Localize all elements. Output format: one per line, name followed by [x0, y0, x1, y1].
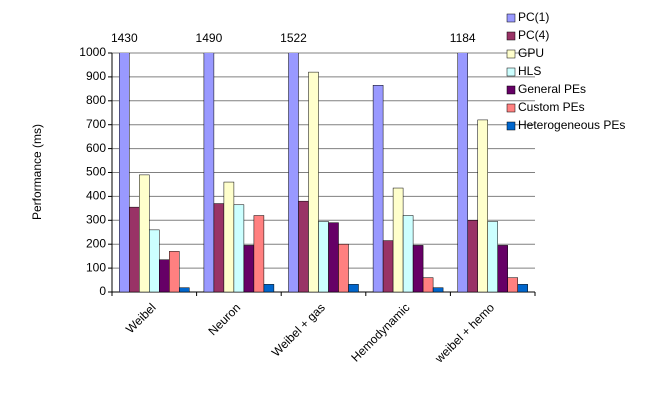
- bar: [263, 284, 275, 293]
- legend-label: HLS: [518, 64, 541, 78]
- legend-label: General PEs: [518, 82, 586, 96]
- bar: [392, 187, 404, 293]
- legend-swatch: [506, 121, 516, 131]
- bar: [213, 203, 225, 293]
- data-label: 1522: [280, 31, 307, 45]
- bar: [288, 53, 299, 293]
- y-axis-label: Performance (ms): [30, 124, 44, 220]
- bar: [243, 245, 255, 293]
- bar: [233, 204, 245, 293]
- bar: [497, 245, 508, 293]
- data-label: 1430: [111, 31, 138, 45]
- bar: [517, 284, 528, 293]
- y-tick-label: 0: [99, 284, 106, 298]
- bar: [487, 221, 498, 293]
- bar: [149, 229, 160, 293]
- legend-swatch: [506, 85, 516, 95]
- x-tick-label: weibel + hemo: [432, 300, 498, 366]
- y-tick-label: 100: [86, 260, 106, 274]
- bar: [169, 251, 180, 293]
- bar: [328, 222, 339, 293]
- bar: [402, 215, 414, 293]
- y-tick-label: 900: [86, 69, 106, 83]
- legend-swatch: [506, 103, 516, 113]
- bar: [348, 284, 359, 293]
- bar: [203, 53, 215, 293]
- legend-label: Heterogeneous PEs: [518, 118, 625, 132]
- bar: [412, 245, 424, 293]
- y-tick-label: 800: [86, 93, 106, 107]
- legend-label: PC(4): [518, 28, 549, 42]
- bar: [179, 287, 190, 293]
- data-label: 1184: [450, 31, 476, 45]
- x-tick-label: Neuron: [206, 300, 244, 338]
- y-tick-label: 300: [86, 212, 106, 226]
- bar: [338, 243, 349, 293]
- bar: [253, 215, 265, 293]
- bar: [119, 53, 130, 293]
- bar: [507, 277, 518, 293]
- bar: [159, 259, 170, 293]
- bar: [422, 277, 434, 293]
- legend-swatch: [506, 49, 516, 59]
- bars: [119, 53, 528, 293]
- x-tick-label: Weibel: [123, 300, 159, 336]
- x-tick-label: Hemodynamic: [348, 300, 412, 364]
- bar: [308, 71, 319, 293]
- bar: [139, 174, 150, 293]
- legend-label: Custom PEs: [518, 100, 585, 114]
- bar: [432, 287, 444, 293]
- y-tick-label: 400: [86, 189, 106, 203]
- y-tick-label: 200: [86, 236, 106, 250]
- bar: [477, 119, 488, 293]
- legend-label: GPU: [518, 46, 544, 60]
- bar: [129, 206, 140, 293]
- legend-swatch: [506, 67, 516, 77]
- bar: [372, 85, 384, 293]
- y-tick-label: 500: [86, 165, 106, 179]
- bar: [382, 240, 394, 293]
- bar: [298, 200, 309, 293]
- legend-label: PC(1): [518, 10, 549, 24]
- y-tick-label: 700: [86, 117, 106, 131]
- data-label: 1490: [196, 31, 223, 45]
- bar: [318, 221, 329, 293]
- y-tick-label: 600: [86, 141, 106, 155]
- legend-swatch: [506, 31, 516, 41]
- bar: [457, 53, 468, 293]
- y-tick-label: 1000: [79, 45, 106, 59]
- x-tick-label: Weibel + gas: [269, 300, 328, 359]
- bar: [223, 181, 235, 293]
- legend-swatch: [506, 13, 516, 23]
- bar: [467, 220, 478, 293]
